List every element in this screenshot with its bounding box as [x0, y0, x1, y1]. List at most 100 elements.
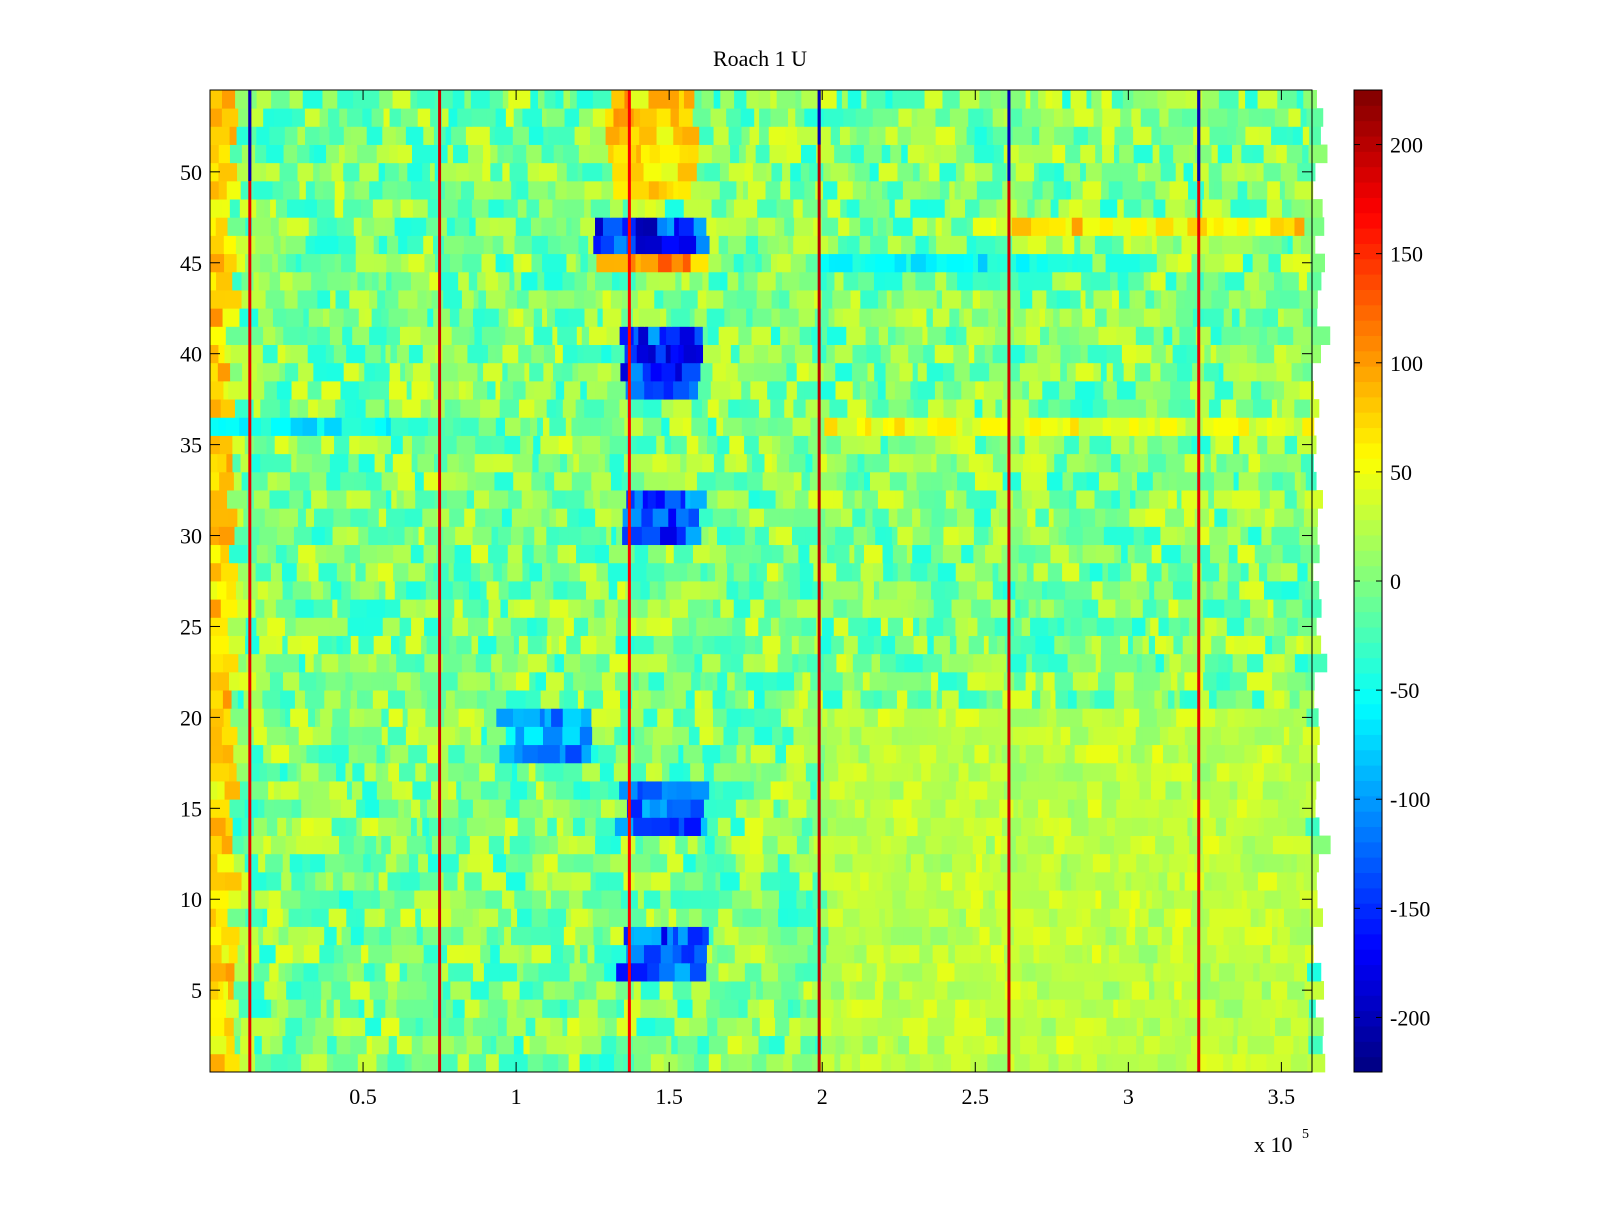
heatmap-cell	[969, 999, 980, 1018]
heatmap-cell	[892, 526, 898, 545]
heatmap-cell	[570, 545, 577, 564]
heatmap-cell	[777, 90, 796, 109]
heatmap-cell	[761, 963, 778, 982]
heatmap-cell	[1157, 235, 1174, 254]
heatmap-cell	[489, 490, 509, 509]
heatmap-cell	[1086, 90, 1091, 109]
heatmap-cell	[514, 272, 521, 291]
heatmap-cell	[327, 272, 342, 291]
heatmap-cell	[856, 108, 874, 127]
heatmap-cell	[369, 326, 387, 345]
heatmap-cell	[870, 745, 885, 764]
heatmap-cell	[1115, 672, 1134, 691]
heatmap-cell	[1173, 145, 1189, 164]
heatmap-cell	[666, 308, 671, 327]
heatmap-cell	[754, 108, 760, 127]
heatmap-cell	[356, 908, 365, 927]
heatmap-cell	[1136, 345, 1152, 364]
heatmap-cell	[326, 545, 345, 564]
heatmap-cell	[1010, 526, 1023, 545]
heatmap-cell	[1082, 617, 1098, 636]
heatmap-cell	[926, 836, 943, 855]
heatmap-cell	[532, 945, 552, 964]
heatmap-cell	[637, 436, 657, 455]
heatmap-cell	[1020, 90, 1026, 109]
heatmap-cell	[235, 399, 254, 418]
heatmap-cell	[793, 235, 810, 254]
heatmap-cell	[1311, 836, 1331, 855]
heatmap-cell	[232, 690, 239, 709]
heatmap-cell	[705, 836, 715, 855]
heatmap-cell	[235, 1036, 241, 1055]
heatmap-cell	[246, 617, 257, 636]
heatmap-cell	[827, 436, 842, 455]
heatmap-cell	[728, 235, 746, 254]
heatmap-cell	[422, 817, 429, 836]
heatmap-cell	[1120, 636, 1129, 655]
heatmap-cell	[1080, 508, 1095, 527]
heatmap-cell	[1118, 363, 1125, 382]
heatmap-cell	[1244, 508, 1251, 527]
heatmap-cell	[907, 399, 915, 418]
heatmap-cell	[913, 454, 932, 473]
heatmap-cell	[448, 763, 464, 782]
heatmap-cell	[703, 872, 716, 891]
heatmap-cell	[928, 599, 934, 618]
heatmap-cell	[991, 945, 1005, 964]
heatmap-cell	[1018, 690, 1032, 709]
heatmap-cell	[643, 417, 662, 436]
heatmap-cell	[1285, 436, 1298, 455]
heatmap-cell	[572, 472, 592, 491]
heatmap-cell	[264, 381, 277, 400]
heatmap-cell	[518, 817, 536, 836]
heatmap-cell	[721, 345, 732, 364]
heatmap-cell	[545, 708, 552, 727]
heatmap-cell	[624, 999, 641, 1018]
heatmap-cell	[1107, 817, 1116, 836]
heatmap-cell	[395, 217, 412, 236]
heatmap-cell	[680, 563, 688, 582]
heatmap-cell	[745, 817, 764, 836]
heatmap-cell	[459, 708, 476, 727]
heatmap-cell	[1177, 417, 1186, 436]
heatmap-cell	[1236, 399, 1253, 418]
heatmap-cell	[1134, 672, 1144, 691]
heatmap-cell	[657, 708, 674, 727]
heatmap-cell	[1050, 927, 1067, 946]
heatmap-cell	[461, 781, 481, 800]
heatmap-cell	[1142, 836, 1156, 855]
heatmap-cell	[543, 726, 563, 745]
heatmap-cell	[488, 545, 508, 564]
heatmap-cell	[1259, 326, 1267, 345]
heatmap-cell	[992, 690, 1003, 709]
heatmap-cell	[508, 599, 515, 618]
heatmap-cell	[976, 235, 996, 254]
heatmap-cell	[1216, 345, 1230, 364]
heatmap-cell	[463, 599, 482, 618]
heatmap-cell	[312, 526, 326, 545]
heatmap-cell	[1114, 836, 1131, 855]
heatmap-cell	[455, 726, 460, 745]
heatmap-cell	[235, 90, 240, 109]
heatmap-cell	[224, 1017, 234, 1036]
heatmap-cell	[228, 381, 240, 400]
heatmap-cell	[1184, 163, 1194, 182]
heatmap-cell	[760, 799, 774, 818]
heatmap-cell	[466, 890, 486, 909]
heatmap-cell	[275, 326, 284, 345]
heatmap-cell	[274, 108, 293, 127]
heatmap-cell	[1054, 636, 1063, 655]
heatmap-cell	[935, 436, 951, 455]
heatmap-cell	[972, 308, 989, 327]
heatmap-cell	[759, 90, 771, 109]
heatmap-cell	[210, 508, 229, 527]
heatmap-cell	[771, 617, 779, 636]
heatmap-cell	[993, 290, 1005, 309]
heatmap-cell	[574, 617, 589, 636]
heatmap-cell	[1237, 799, 1247, 818]
heatmap-cell	[902, 963, 922, 982]
heatmap-cell	[765, 654, 778, 673]
heatmap-cell	[866, 345, 881, 364]
heatmap-cell	[582, 326, 590, 345]
heatmap-cell	[1179, 326, 1196, 345]
